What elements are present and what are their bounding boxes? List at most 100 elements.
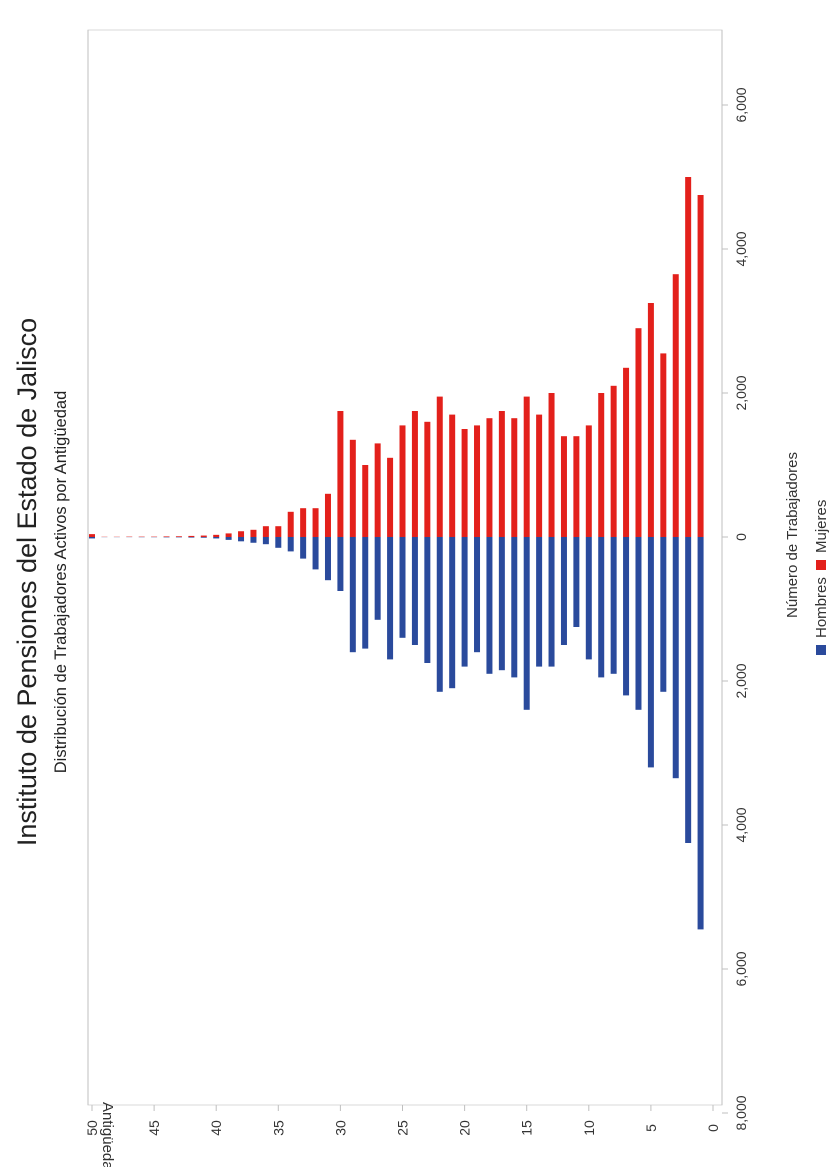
bar-hombres-35 — [275, 537, 282, 548]
value-axis-ticks: 8,0006,0004,0002,00002,0004,0006,0008,00… — [722, 87, 749, 1131]
bar-hombres-39 — [225, 537, 232, 540]
series-mujeres — [89, 177, 704, 537]
bar-hombres-8 — [610, 537, 617, 674]
bar-mujeres-25 — [399, 425, 406, 537]
bar-hombres-24 — [411, 537, 418, 645]
bar-mujeres-1 — [697, 195, 704, 537]
category-tick-label: 0 — [705, 1124, 721, 1132]
legend-label-hombres: Hombres — [813, 577, 830, 638]
bar-mujeres-36 — [262, 526, 269, 537]
bar-hombres-20 — [461, 537, 468, 667]
bar-hombres-3 — [672, 537, 679, 779]
bar-hombres-12 — [560, 537, 567, 645]
bar-mujeres-11 — [573, 436, 580, 537]
bar-hombres-4 — [660, 537, 667, 692]
bar-hombres-38 — [238, 537, 245, 542]
bar-mujeres-27 — [374, 443, 381, 537]
bar-hombres-7 — [623, 537, 630, 696]
bar-hombres-23 — [424, 537, 431, 663]
bar-hombres-6 — [635, 537, 642, 710]
bar-mujeres-4 — [660, 353, 667, 537]
bar-hombres-10 — [585, 537, 592, 660]
y-axis-label: Antigüedad — [99, 1102, 116, 1167]
bar-hombres-30 — [337, 537, 344, 591]
bar-mujeres-9 — [598, 393, 605, 537]
bar-mujeres-6 — [635, 328, 642, 537]
value-tick-label: 4,000 — [733, 231, 749, 266]
bar-hombres-29 — [349, 537, 356, 653]
x-axis-label: Número de Trabajadores — [784, 452, 801, 618]
bar-hombres-33 — [300, 537, 307, 559]
value-tick-label: 8,000 — [733, 1095, 749, 1130]
bar-mujeres-42 — [188, 535, 195, 537]
category-tick-label: 30 — [332, 1120, 348, 1136]
bar-mujeres-31 — [324, 493, 331, 537]
bar-hombres-5 — [647, 537, 654, 768]
category-tick-label: 45 — [146, 1120, 162, 1136]
bar-hombres-31 — [324, 537, 331, 581]
bar-hombres-15 — [523, 537, 530, 710]
category-tick-label: 5 — [643, 1124, 659, 1132]
bar-mujeres-8 — [610, 385, 617, 537]
category-axis-ticks: 0 5 10 15 20 25 30 35 40 45 50 — [84, 1105, 721, 1136]
value-tick-label: 4,000 — [733, 807, 749, 842]
bar-mujeres-29 — [349, 439, 356, 537]
bar-mujeres-21 — [449, 414, 456, 537]
category-tick-label: 25 — [395, 1120, 411, 1136]
bar-mujeres-22 — [436, 396, 443, 537]
category-tick-label: 10 — [581, 1120, 597, 1136]
bar-mujeres-39 — [225, 533, 232, 537]
bar-hombres-26 — [387, 537, 394, 660]
bar-mujeres-26 — [387, 457, 394, 537]
bar-hombres-22 — [436, 537, 443, 692]
value-tick-label: 6,000 — [733, 951, 749, 986]
bar-mujeres-44 — [163, 536, 170, 537]
bar-hombres-34 — [287, 537, 294, 552]
category-tick-label: 50 — [84, 1120, 100, 1136]
bar-mujeres-15 — [523, 396, 530, 537]
bar-mujeres-34 — [287, 511, 294, 537]
bar-mujeres-33 — [300, 508, 307, 537]
bar-hombres-36 — [262, 537, 269, 545]
value-tick-label: 2,000 — [733, 375, 749, 410]
bar-hombres-41 — [200, 537, 207, 538]
bar-mujeres-18 — [486, 418, 493, 537]
bar-mujeres-37 — [250, 529, 257, 537]
chart-subtitle: Distribución de Trabajadores Activos por… — [52, 391, 70, 773]
series-hombres — [89, 537, 704, 930]
bar-mujeres-13 — [548, 393, 555, 537]
bar-mujeres-14 — [536, 414, 543, 537]
bar-hombres-50 — [89, 537, 95, 539]
bar-mujeres-12 — [560, 436, 567, 537]
bar-hombres-40 — [213, 537, 220, 539]
bar-mujeres-50 — [89, 534, 95, 537]
category-tick-label: 40 — [208, 1120, 224, 1136]
bar-mujeres-30 — [337, 411, 344, 537]
bar-hombres-9 — [598, 537, 605, 678]
bar-mujeres-17 — [498, 411, 505, 537]
bar-hombres-21 — [449, 537, 456, 689]
bar-mujeres-24 — [411, 411, 418, 537]
value-tick-label: 6,000 — [733, 87, 749, 122]
bar-hombres-1 — [697, 537, 704, 930]
bar-mujeres-16 — [511, 418, 518, 537]
bar-mujeres-38 — [238, 531, 245, 537]
bar-hombres-14 — [536, 537, 543, 667]
bar-hombres-11 — [573, 537, 580, 627]
bar-mujeres-43 — [175, 536, 182, 537]
bar-hombres-17 — [498, 537, 505, 671]
bar-hombres-16 — [511, 537, 518, 678]
bar-hombres-13 — [548, 537, 555, 667]
bar-mujeres-2 — [685, 177, 692, 537]
category-tick-label: 15 — [519, 1120, 535, 1136]
legend-swatch-hombres — [816, 645, 826, 655]
bar-hombres-28 — [362, 537, 369, 649]
bar-mujeres-5 — [647, 303, 654, 537]
bar-mujeres-41 — [200, 535, 207, 537]
bar-mujeres-20 — [461, 429, 468, 537]
category-tick-label: 35 — [270, 1120, 286, 1136]
chart-title: Instituto de Pensiones del Estado de Jal… — [12, 318, 42, 846]
legend-swatch-mujeres — [816, 560, 826, 570]
bar-hombres-2 — [685, 537, 692, 843]
